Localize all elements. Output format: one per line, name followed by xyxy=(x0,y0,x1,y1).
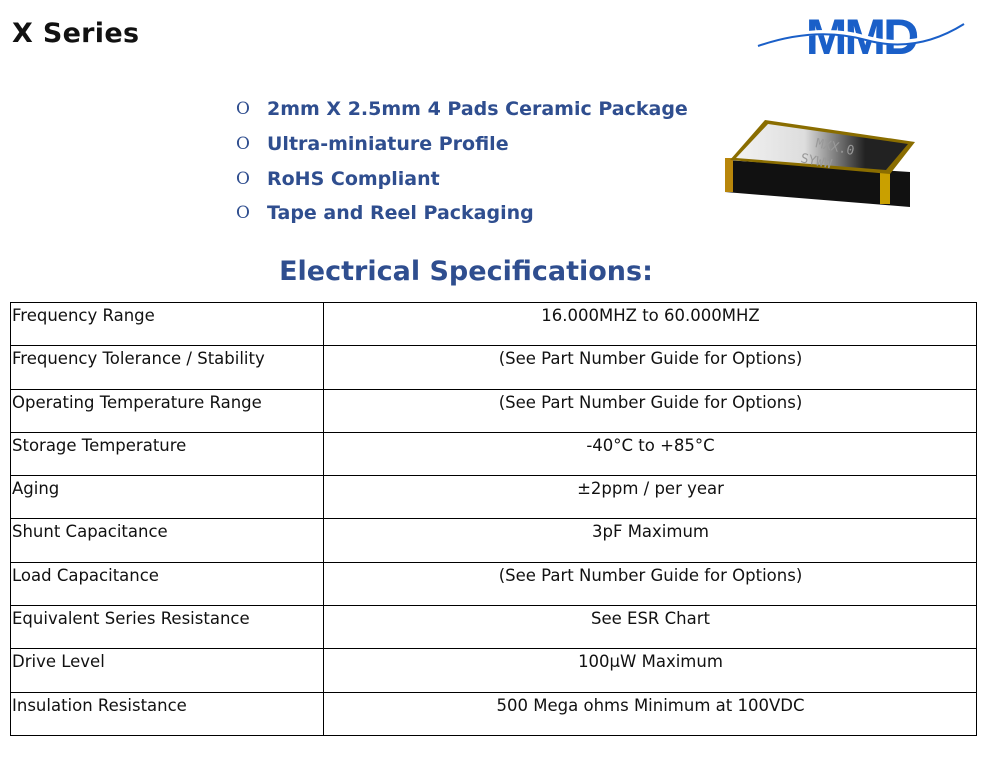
bullet-icon: O xyxy=(236,134,250,155)
table-row: Storage Temperature -40°C to +85°C xyxy=(10,431,977,477)
param-cell: Drive Level xyxy=(10,648,324,693)
table-row: Drive Level 100µW Maximum xyxy=(10,648,977,693)
feature-list: O 2mm X 2.5mm 4 Pads Ceramic Package O Ult… xyxy=(236,92,688,231)
table-row: Aging ±2ppm / per year xyxy=(10,475,977,520)
page-title: X Series xyxy=(12,18,140,49)
crystal-package-image: MXX.0 SYWW xyxy=(725,120,915,207)
value-cell: 16.000MHZ to 60.000MHZ xyxy=(323,301,977,347)
value-cell: (See Part Number Guide for Options) xyxy=(323,561,977,607)
value-cell: See ESR Chart xyxy=(323,605,977,650)
svg-text:SYWW: SYWW xyxy=(799,151,833,172)
table-row: Insulation Resistance 500 Mega ohms Minim… xyxy=(10,691,977,736)
feature-item: O Ultra-miniature Profile xyxy=(236,127,688,162)
value-cell: ±2ppm / per year xyxy=(323,475,977,520)
table-row: Frequency Range 16.000MHZ to 60.000MHZ xyxy=(10,301,977,347)
param-cell: Storage Temperature xyxy=(10,431,324,477)
value-cell: 3pF Maximum xyxy=(323,518,977,563)
param-cell: Load Capacitance xyxy=(10,561,324,607)
feature-text: RoHS Compliant xyxy=(267,167,440,190)
table-row: Shunt Capacitance 3pF Maximum xyxy=(10,518,977,563)
bullet-icon: O xyxy=(236,99,250,120)
feature-text: Ultra-miniature Profile xyxy=(267,133,509,156)
mmd-logo: MMD xyxy=(757,10,966,60)
bullet-icon: O xyxy=(236,168,250,189)
value-cell: -40°C to +85°C xyxy=(323,431,977,477)
feature-item: O 2mm X 2.5mm 4 Pads Ceramic Package xyxy=(236,92,688,127)
param-cell: Shunt Capacitance xyxy=(10,518,324,563)
feature-item: O Tape and Reel Packaging xyxy=(236,196,688,231)
param-cell: Frequency Range xyxy=(10,301,324,347)
param-cell: Insulation Resistance xyxy=(10,691,324,736)
param-cell: Operating Temperature Range xyxy=(10,388,324,433)
feature-text: 2mm X 2.5mm 4 Pads Ceramic Package xyxy=(267,98,688,121)
param-cell: Equivalent Series Resistance xyxy=(10,605,324,650)
table-row: Equivalent Series Resistance See ESR Char… xyxy=(10,605,977,650)
value-cell: (See Part Number Guide for Options) xyxy=(323,345,977,390)
param-cell: Frequency Tolerance / Stability xyxy=(10,345,324,390)
spec-table: Frequency Range 16.000MHZ to 60.000MHZ Fre… xyxy=(10,301,977,736)
table-row: Operating Temperature Range (See Part Num… xyxy=(10,388,977,433)
bullet-icon: O xyxy=(236,203,250,224)
table-row: Frequency Tolerance / Stability (See Part… xyxy=(10,345,977,390)
value-cell: 100µW Maximum xyxy=(323,648,977,693)
value-cell: (See Part Number Guide for Options) xyxy=(323,388,977,433)
table-row: Load Capacitance (See Part Number Guide f… xyxy=(10,561,977,607)
feature-text: Tape and Reel Packaging xyxy=(267,202,534,225)
feature-item: O RoHS Compliant xyxy=(236,161,688,196)
section-heading: Electrical Specifications: xyxy=(279,256,653,287)
param-cell: Aging xyxy=(10,475,324,520)
value-cell: 500 Mega ohms Minimum at 100VDC xyxy=(323,691,977,736)
